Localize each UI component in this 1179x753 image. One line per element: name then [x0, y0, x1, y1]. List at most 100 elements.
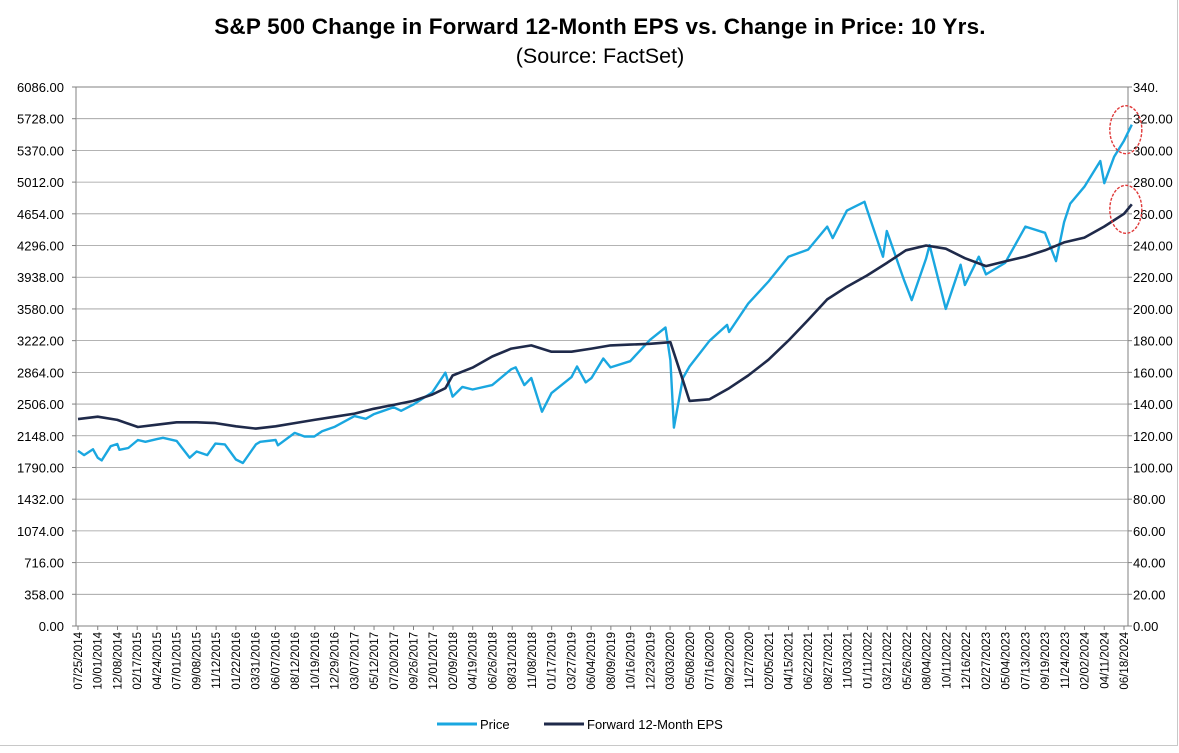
y-right-tick-label: 280.00 [1133, 175, 1173, 190]
y-right-tick-label: 80.00 [1133, 492, 1166, 507]
y-left-tick-label: 2864.00 [17, 365, 64, 380]
series-line-forward-12-month-eps [77, 203, 1133, 430]
y-left-tick-label: 2506.00 [17, 397, 64, 412]
legend-label: Forward 12-Month EPS [587, 717, 723, 732]
legend-label: Price [480, 717, 510, 732]
chart-subtitle: (Source: FactSet) [515, 44, 685, 68]
x-tick-label: 08/09/2019 [606, 632, 618, 690]
x-tick-label: 06/26/2018 [487, 632, 499, 690]
x-tick-label: 09/19/2023 [1040, 632, 1052, 690]
x-tick-label: 05/04/2023 [1001, 632, 1013, 690]
y-right-tick-label: 340. [1133, 80, 1158, 95]
y-right-tick-label: 120.00 [1133, 429, 1173, 444]
y-left-tick-label: 4654.00 [17, 207, 64, 222]
x-tick-label: 04/15/2021 [783, 632, 795, 690]
x-tick-label: 09/26/2017 [409, 632, 421, 690]
x-tick-label: 11/03/2021 [843, 632, 855, 689]
y-right-tick-label: 40.00 [1133, 556, 1166, 571]
y-left-tick-label: 0.00 [39, 619, 64, 634]
y-right-tick-label: 180.00 [1133, 334, 1173, 349]
x-tick-label: 09/08/2015 [191, 632, 203, 690]
y-right-tick-label: 160.00 [1133, 365, 1173, 380]
x-tick-label: 05/08/2020 [685, 632, 697, 690]
y-right-tick-label: 240.00 [1133, 239, 1173, 254]
annotation-circle [1109, 105, 1143, 155]
x-tick-label: 03/21/2022 [882, 632, 894, 690]
x-tick-label: 10/16/2019 [626, 632, 638, 690]
x-tick-label: 06/18/2024 [1119, 631, 1131, 689]
x-tick-label: 03/03/2020 [665, 632, 677, 690]
x-tick-label: 01/17/2019 [547, 632, 559, 690]
x-tick-label: 12/23/2019 [645, 632, 657, 690]
x-tick-label: 12/16/2022 [961, 632, 973, 690]
x-tick-label: 01/22/2016 [231, 632, 243, 690]
x-tick-label: 11/24/2023 [1060, 632, 1072, 689]
y-left-tick-label: 5012.00 [17, 175, 64, 190]
x-tick-label: 04/11/2024 [1099, 631, 1111, 688]
x-tick-label: 04/24/2015 [152, 632, 164, 690]
x-tick-label: 12/08/2014 [112, 631, 124, 689]
y-left-tick-label: 1790.00 [17, 460, 64, 475]
x-tick-label: 07/01/2015 [172, 632, 184, 690]
x-tick-label: 02/05/2021 [764, 632, 776, 690]
y-right-tick-label: 140.00 [1133, 397, 1173, 412]
x-tick-label: 08/12/2016 [290, 632, 302, 690]
x-tick-label: 07/25/2014 [73, 631, 85, 689]
x-tick-label: 09/22/2020 [724, 632, 736, 690]
x-tick-label: 07/20/2017 [389, 632, 401, 690]
x-tick-label: 10/11/2022 [941, 632, 953, 689]
x-tick-label: 10/19/2016 [310, 632, 322, 690]
x-tick-label: 02/27/2023 [981, 632, 993, 690]
x-tick-label: 12/29/2016 [330, 632, 342, 690]
y-left-tick-label: 358.00 [24, 587, 64, 602]
x-tick-label: 06/04/2019 [586, 632, 598, 690]
y-left-tick-label: 3580.00 [17, 302, 64, 317]
y-left-tick-label: 3938.00 [17, 270, 64, 285]
annotation-circle [1109, 184, 1143, 235]
y-left-tick-label: 716.00 [24, 556, 64, 571]
x-tick-label: 02/02/2024 [1080, 631, 1092, 689]
x-tick-label: 05/12/2017 [369, 632, 381, 690]
x-tick-label: 01/11/2022 [862, 632, 874, 689]
y-right-tick-label: 60.00 [1133, 524, 1166, 539]
y-left-tick-label: 5728.00 [17, 112, 64, 127]
y-right-tick-label: 20.00 [1133, 587, 1166, 602]
chart-title: S&P 500 Change in Forward 12-Month EPS v… [214, 14, 986, 39]
x-tick-label: 07/13/2023 [1020, 632, 1032, 690]
x-tick-label: 08/04/2022 [922, 632, 934, 690]
x-tick-label: 02/09/2018 [448, 632, 460, 690]
x-tick-label: 10/01/2014 [93, 631, 105, 689]
plot-area [75, 86, 1129, 627]
x-tick-label: 02/17/2015 [132, 632, 144, 690]
series-line-price [77, 124, 1133, 465]
x-tick-label: 11/12/2015 [211, 632, 223, 689]
x-tick-label: 07/16/2020 [705, 632, 717, 690]
y-left-tick-label: 4296.00 [17, 239, 64, 254]
x-tick-label: 03/07/2017 [349, 632, 361, 690]
x-tick-label: 12/01/2017 [428, 632, 440, 690]
x-tick-label: 04/19/2018 [468, 632, 480, 690]
y-left-tick-label: 2148.00 [17, 429, 64, 444]
y-right-tick-label: 220.00 [1133, 270, 1173, 285]
x-tick-label: 08/31/2018 [507, 632, 519, 690]
x-tick-label: 08/27/2021 [823, 632, 835, 690]
y-left-tick-label: 6086.00 [17, 80, 64, 95]
y-right-tick-label: 0.00 [1133, 619, 1158, 634]
x-tick-label: 06/22/2021 [803, 632, 815, 690]
y-right-tick-label: 260.00 [1133, 207, 1173, 222]
y-left-tick-label: 1432.00 [17, 492, 64, 507]
y-left-tick-label: 3222.00 [17, 334, 64, 349]
y-right-tick-label: 320.00 [1133, 112, 1173, 127]
x-tick-label: 06/07/2016 [270, 632, 282, 690]
x-tick-label: 05/26/2022 [902, 632, 914, 690]
x-tick-label: 11/27/2020 [744, 632, 756, 689]
y-right-tick-label: 100.00 [1133, 460, 1173, 475]
x-tick-label: 03/31/2016 [251, 632, 263, 690]
x-tick-label: 11/08/2018 [527, 632, 539, 689]
y-right-tick-label: 200.00 [1133, 302, 1173, 317]
y-right-tick-label: 300.00 [1133, 143, 1173, 158]
y-left-tick-label: 1074.00 [17, 524, 64, 539]
y-left-tick-label: 5370.00 [17, 143, 64, 158]
